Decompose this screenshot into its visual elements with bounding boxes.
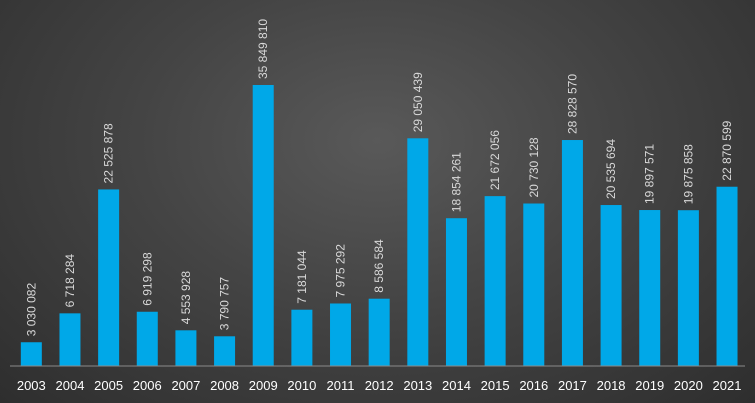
bar-2012: [368, 298, 390, 366]
value-label-2018: 20 535 694: [604, 139, 618, 199]
bars-group: [20, 85, 738, 366]
value-label-2003: 3 030 082: [24, 283, 38, 337]
bar-2007: [175, 330, 197, 366]
x-tick-2017: 2017: [558, 378, 587, 393]
x-tick-2004: 2004: [56, 378, 85, 393]
bar-2004: [59, 313, 81, 366]
x-tick-2019: 2019: [635, 378, 664, 393]
value-label-2011: 7 975 292: [334, 244, 348, 298]
x-tick-2005: 2005: [94, 378, 123, 393]
value-label-2020: 19 875 858: [681, 144, 695, 204]
x-tick-2016: 2016: [519, 378, 548, 393]
bar-2009: [252, 85, 274, 366]
bar-2019: [639, 210, 661, 366]
x-tick-2020: 2020: [674, 378, 703, 393]
value-label-2021: 22 870 599: [720, 120, 734, 180]
bar-2016: [523, 203, 545, 366]
bar-2011: [330, 303, 352, 366]
value-label-2015: 21 672 056: [488, 130, 502, 190]
x-tick-2011: 2011: [327, 378, 355, 393]
value-label-2007: 4 553 928: [179, 271, 193, 325]
value-label-2009: 35 849 810: [256, 19, 270, 79]
value-label-2016: 20 730 128: [527, 137, 541, 197]
value-label-2017: 28 828 570: [565, 74, 579, 134]
value-label-2012: 8 586 584: [372, 239, 386, 293]
bar-2021: [716, 186, 738, 366]
value-label-2004: 6 718 284: [63, 254, 77, 308]
x-tick-2010: 2010: [287, 378, 316, 393]
value-label-2019: 19 897 571: [643, 144, 657, 204]
bar-2020: [677, 210, 699, 366]
bar-2010: [291, 309, 313, 366]
x-tick-2008: 2008: [210, 378, 239, 393]
x-tick-2014: 2014: [442, 378, 471, 393]
bar-2018: [600, 205, 622, 366]
bar-2017: [561, 140, 583, 366]
bar-2015: [484, 196, 506, 366]
x-tick-2009: 2009: [249, 378, 278, 393]
bar-2005: [98, 189, 120, 366]
bar-2006: [136, 311, 158, 366]
x-tick-2018: 2018: [597, 378, 626, 393]
bar-2003: [20, 342, 42, 366]
x-tick-2015: 2015: [481, 378, 510, 393]
value-label-2005: 22 525 878: [102, 123, 116, 183]
x-tick-2013: 2013: [403, 378, 432, 393]
x-tick-labels-group: 2003 2004 2005 2006 2007 2008 2009 2010 2011 2012…: [17, 378, 742, 393]
value-label-2008: 3 790 757: [218, 277, 232, 331]
value-label-2010: 7 181 044: [295, 250, 309, 304]
x-tick-2007: 2007: [171, 378, 200, 393]
value-label-2006: 6 919 298: [140, 252, 154, 306]
bar-2013: [407, 138, 429, 366]
x-tick-2003: 2003: [17, 378, 46, 393]
bar-2008: [214, 336, 236, 366]
x-tick-2021: 2021: [713, 378, 742, 393]
value-label-2014: 18 854 261: [449, 152, 463, 212]
x-tick-2012: 2012: [365, 378, 394, 393]
value-label-2013: 29 050 439: [411, 72, 425, 132]
value-labels-group: 3 030 082 6 718 284 22 525 878 6 919 298 4 5…: [24, 19, 734, 337]
bar-2014: [445, 218, 467, 366]
x-tick-2006: 2006: [133, 378, 162, 393]
